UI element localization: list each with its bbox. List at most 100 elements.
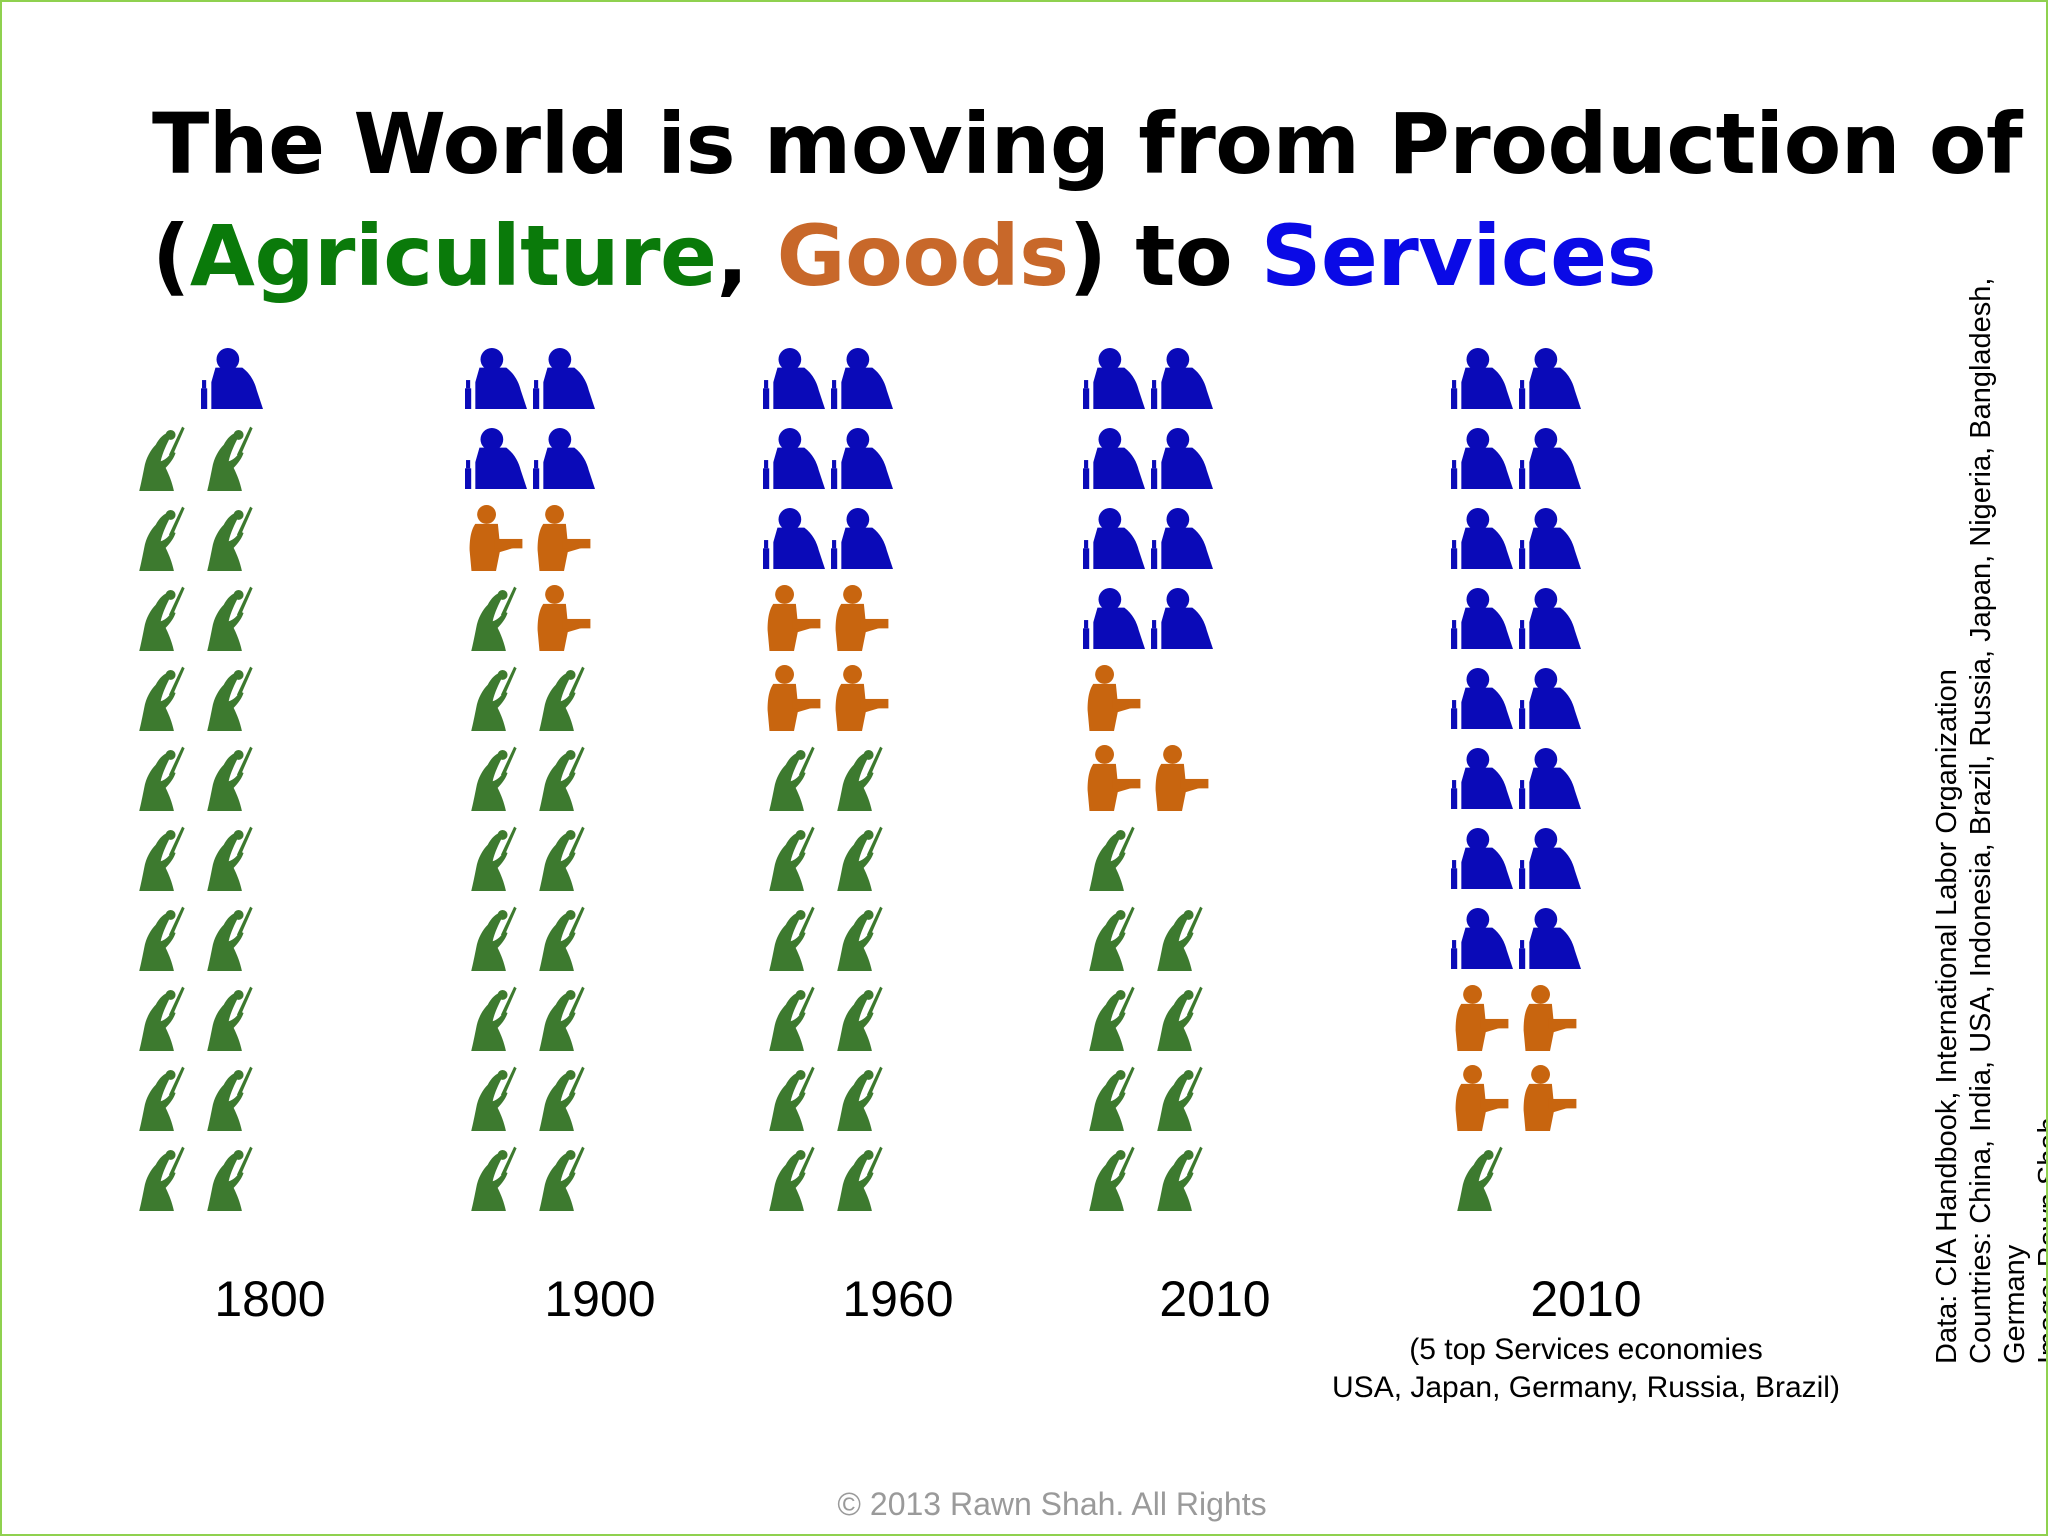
- factory-worker-icon-1960-3-13: [767, 665, 821, 731]
- farmer-icon-1800-1-19: [139, 426, 185, 491]
- farmer-icon-1900-2-14: [539, 666, 585, 731]
- factory-worker-icon-2010-5-3: [1455, 1065, 1509, 1131]
- farmer-icon-1960-3-9: [769, 826, 815, 891]
- office-worker-icon-2010-5-8: [1519, 908, 1581, 969]
- office-worker-icon-1960-3-19: [763, 428, 825, 489]
- office-worker-icon-2010-5-13: [1451, 668, 1513, 729]
- farmer-icon-1900-2-4: [539, 1066, 585, 1131]
- farmer-icon-1800-1-12: [207, 746, 253, 811]
- farmer-icon-1800-1-11: [139, 746, 185, 811]
- farmer-icon-1800-1-6: [207, 986, 253, 1051]
- factory-worker-icon-1900-2-16: [537, 585, 591, 651]
- farmer-icon-2010-4-9: [1089, 826, 1135, 891]
- note-line-1: (5 top Services economies: [1409, 1333, 1763, 1366]
- office-worker-icon-2010-5-20: [1519, 428, 1581, 489]
- title-comma: ,: [716, 207, 777, 305]
- farmer-icon-1900-2-11: [471, 746, 517, 811]
- factory-worker-icon-2010-5-5: [1455, 985, 1509, 1051]
- farmer-icon-2010-4-10: [1157, 858, 1203, 891]
- office-worker-icon-2010-4-18: [1151, 508, 1213, 569]
- source-line-2: Countries: China, India, USA, Indonesia,…: [1965, 277, 1997, 1364]
- office-worker-icon-2010-4-21: [1083, 348, 1145, 409]
- office-worker-icon-2010-5-10: [1519, 828, 1581, 889]
- office-worker-icon-1960-3-20: [831, 428, 893, 489]
- top-services-note: (5 top Services economies USA, Japan, Ge…: [1276, 1331, 1896, 1407]
- farmer-icon-1800-1-15: [139, 586, 185, 651]
- factory-worker-icon-1960-3-15: [767, 585, 821, 651]
- farmer-icon-1960-3-8: [837, 906, 883, 971]
- factory-worker-icon-1800-1-21: [137, 378, 191, 411]
- farmer-icon-2010-4-8: [1157, 906, 1203, 971]
- farmer-icon-2010-4-3: [1089, 1066, 1135, 1131]
- office-worker-icon-2010-5-17: [1451, 508, 1513, 569]
- farmer-icon-1900-2-13: [471, 666, 517, 731]
- farmer-icon-1800-1-14: [207, 666, 253, 731]
- title-open-paren: (: [152, 207, 190, 305]
- farmer-icon-1960-3-2: [837, 1146, 883, 1211]
- farmer-icon-1900-2-15: [471, 586, 517, 651]
- office-worker-icon-2010-5-11: [1451, 748, 1513, 809]
- factory-worker-icon-1900-2-18: [537, 505, 591, 571]
- factory-worker-icon-2010-4-10: [1155, 825, 1209, 858]
- farmer-icon-2010-4-4: [1157, 1066, 1203, 1131]
- office-worker-icon-2010-4-17: [1083, 508, 1145, 569]
- farmer-icon-1900-2-12: [539, 746, 585, 811]
- office-worker-icon-2010-5-22: [1519, 348, 1581, 409]
- office-worker-icon-2010-5-21: [1451, 348, 1513, 409]
- year-label-1960: 1960: [842, 1271, 954, 1327]
- farmer-icon-1800-1-4: [207, 1066, 253, 1131]
- office-worker-icon-2010-5-9: [1451, 828, 1513, 889]
- factory-worker-icon-1960-3-16: [835, 585, 889, 651]
- year-label-2010: 2010: [1159, 1271, 1271, 1327]
- office-worker-icon-2010-4-16: [1151, 588, 1213, 649]
- farmer-icon-1960-3-6: [837, 986, 883, 1051]
- farmer-icon-1800-1-2: [207, 1146, 253, 1211]
- chart-title: The World is moving from Production of (…: [152, 88, 2023, 312]
- factory-worker-icon-1900-2-17: [469, 505, 523, 571]
- factory-worker-icon-2010-4-13: [1087, 665, 1141, 731]
- title-agriculture: Agriculture: [189, 207, 717, 305]
- office-worker-icon-2010-5-15: [1451, 588, 1513, 649]
- farmer-icon-1800-1-16: [207, 586, 253, 651]
- note-line-2: USA, Japan, Germany, Russia, Brazil): [1332, 1371, 1840, 1404]
- office-worker-icon-1900-2-20: [533, 428, 595, 489]
- farmer-icon-1800-1-20: [207, 426, 253, 491]
- source-line-4: Image: Rawn Shah: [2033, 1117, 2048, 1364]
- year-label-1900: 1900: [544, 1271, 656, 1327]
- farmer-icon-2010-4-6: [1157, 986, 1203, 1051]
- year-label-1800: 1800: [214, 1271, 326, 1327]
- farmer-icon-1800-1-9: [139, 826, 185, 891]
- source-line-1: Data: CIA Handbook, International Labor …: [1931, 669, 1963, 1364]
- office-worker-icon-2010-5-14: [1519, 668, 1581, 729]
- farmer-icon-1800-1-13: [139, 666, 185, 731]
- farmer-icon-1960-3-7: [769, 906, 815, 971]
- farmer-icon-1900-2-5: [471, 986, 517, 1051]
- farmer-icon-1960-3-1: [769, 1146, 815, 1211]
- farmer-icon-2010-4-1: [1089, 1146, 1135, 1211]
- factory-worker-icon-2010-5-6: [1523, 985, 1577, 1051]
- farmer-icon-1800-1-17: [139, 506, 185, 571]
- farmer-icon-1960-3-10: [837, 826, 883, 891]
- farmer-icon-1800-1-10: [207, 826, 253, 891]
- office-worker-icon-2010-4-20: [1151, 428, 1213, 489]
- farmer-icon-2010-4-5: [1089, 986, 1135, 1051]
- farmer-icon-1800-1-18: [207, 506, 253, 571]
- farmer-icon-1800-1-7: [139, 906, 185, 971]
- factory-worker-icon-2010-4-11: [1087, 745, 1141, 811]
- farmer-icon-2010-4-2: [1157, 1146, 1203, 1211]
- office-worker-icon-2010-4-22: [1151, 348, 1213, 409]
- office-worker-icon-1960-3-17: [763, 508, 825, 569]
- farmer-icon-1900-2-6: [539, 986, 585, 1051]
- factory-worker-icon-1960-3-14: [835, 665, 889, 731]
- office-worker-icon-2010-5-16: [1519, 588, 1581, 649]
- farmer-icon-1800-1-3: [139, 1066, 185, 1131]
- office-worker-icon-2010-5-12: [1519, 748, 1581, 809]
- farmer-icon-1900-2-2: [539, 1146, 585, 1211]
- office-worker-icon-1900-2-19: [465, 428, 527, 489]
- title-goods: Goods: [776, 207, 1070, 305]
- farmer-icon-1960-3-5: [769, 986, 815, 1051]
- office-worker-icon-1900-2-21: [465, 348, 527, 409]
- farmer-icon-2010-5-1: [1457, 1146, 1503, 1211]
- copyright-notice: © 2013 Rawn Shah. All Rights: [837, 1486, 1267, 1522]
